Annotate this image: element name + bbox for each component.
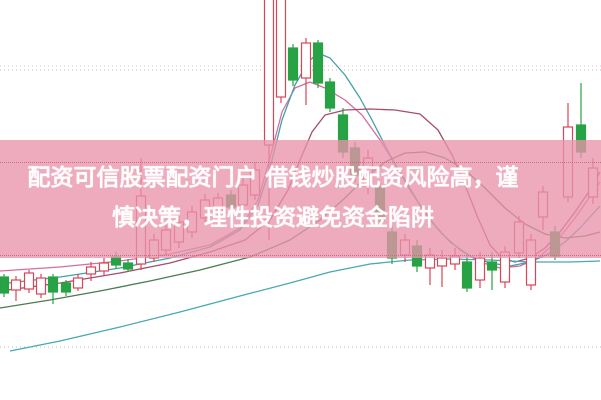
ma-slowest-teal [9,258,601,352]
overlay-banner [0,140,601,258]
banner-gridline-bottom [0,255,601,256]
overlay-text-line2: 慎决策，理性投资避免资金陷阱 [112,205,434,231]
spam-overlay-text: 配资可信股票配资门户 借钱炒股配资风险高，谨 慎决策，理性投资避免资金陷阱 [0,158,601,238]
overlay-text-line1: 配资可信股票配资门户 借钱炒股配资风险高，谨 [27,165,519,191]
banner-gridline-top [0,162,601,163]
